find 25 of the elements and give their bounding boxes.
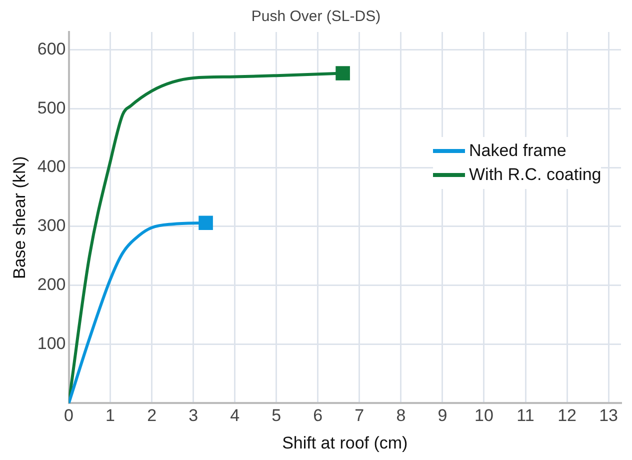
x-axis-title: Shift at roof (cm): [282, 433, 408, 452]
x-tick-label: 4: [230, 406, 240, 426]
x-tick-label: 10: [474, 406, 494, 426]
x-tick-label: 12: [558, 406, 576, 426]
x-tick-label: 3: [188, 406, 198, 426]
y-tick-label: 400: [37, 157, 66, 176]
y-tick-label: 600: [37, 39, 66, 58]
x-tick-label: 8: [396, 406, 406, 426]
x-tick-label: 9: [438, 406, 448, 426]
legend-label: Naked frame: [469, 140, 566, 161]
x-tick-label: 0: [64, 406, 74, 426]
x-tick-label: 7: [354, 406, 364, 426]
x-tick-label: 5: [272, 406, 282, 426]
y-axis-title: Base shear (kN): [10, 156, 29, 280]
x-tick-label: 13: [599, 406, 618, 426]
x-tick-label: 1: [106, 406, 116, 426]
x-tick-label: 6: [313, 406, 323, 426]
legend-label: With R.C. coating: [469, 164, 602, 185]
y-tick-label: 300: [37, 216, 66, 236]
y-tick-label: 500: [37, 98, 66, 118]
y-tick-label: 100: [37, 334, 66, 353]
chart-title: Push Over (SL-DS): [251, 8, 381, 26]
x-tick-label: 11: [516, 406, 534, 426]
y-tick-label: 200: [37, 275, 66, 294]
x-tick-label: 2: [147, 406, 157, 426]
